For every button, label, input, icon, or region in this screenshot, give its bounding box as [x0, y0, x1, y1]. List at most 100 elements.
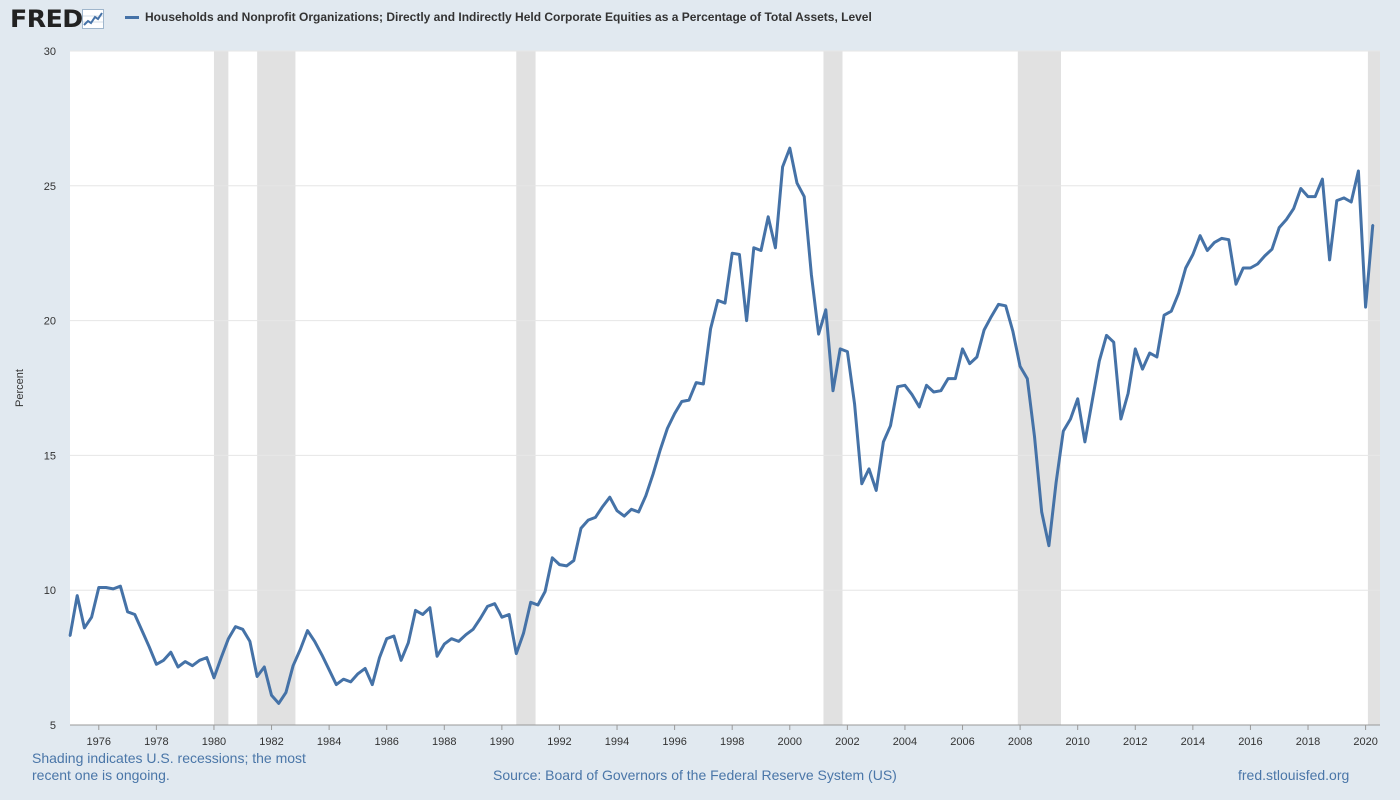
- x-tick-label: 2002: [835, 736, 859, 748]
- data-point: [400, 659, 403, 662]
- data-point: [97, 586, 100, 589]
- data-point: [1062, 430, 1065, 433]
- data-point: [234, 625, 237, 628]
- data-point: [637, 511, 640, 514]
- data-point: [774, 246, 777, 249]
- data-point: [1314, 195, 1317, 198]
- data-point: [666, 427, 669, 430]
- data-point: [112, 587, 115, 590]
- data-point: [407, 641, 410, 644]
- x-tick-label: 1982: [259, 736, 283, 748]
- data-point: [155, 663, 158, 666]
- data-point: [378, 656, 381, 659]
- data-point: [580, 527, 583, 530]
- data-point: [997, 303, 1000, 306]
- recession-shading-group: [213, 51, 1380, 725]
- y-tick-label: 20: [44, 316, 56, 328]
- data-point: [277, 702, 280, 705]
- source-note: Source: Board of Governors of the Federa…: [493, 767, 897, 783]
- data-point: [846, 350, 849, 353]
- data-point: [644, 494, 647, 497]
- fred-url-link[interactable]: fred.stlouisfed.org: [1238, 767, 1350, 783]
- data-point: [1033, 435, 1036, 438]
- data-point: [364, 667, 367, 670]
- x-axis-ticks: 1976 1978 1980 1982 1984 1986 1988 1990 1992 1994…: [70, 724, 1380, 748]
- recession-note: Shading indicates U.S. recessions; the m…: [32, 750, 306, 783]
- data-point: [1091, 400, 1094, 403]
- fred-logo[interactable]: FRED: [10, 4, 105, 34]
- data-point: [896, 385, 899, 388]
- data-point: [299, 648, 302, 651]
- recession-band-4: [1017, 51, 1061, 725]
- fred-logo-graph-icon: [82, 9, 105, 29]
- data-point: [1127, 392, 1130, 395]
- x-tick-label: 1988: [432, 736, 456, 748]
- series-group: [68, 146, 1375, 705]
- data-point: [1134, 347, 1137, 350]
- data-point: [385, 637, 388, 640]
- data-point: [443, 643, 446, 646]
- data-point: [1335, 199, 1338, 202]
- fred-logo-text: FRED: [10, 5, 83, 33]
- data-point: [867, 467, 870, 470]
- data-point: [421, 613, 424, 616]
- data-point: [1199, 234, 1202, 237]
- x-tick-label: 2018: [1296, 736, 1320, 748]
- data-point: [788, 147, 791, 150]
- data-point: [191, 664, 194, 667]
- data-point: [1242, 267, 1245, 270]
- x-tick-label: 1992: [547, 736, 571, 748]
- data-point: [803, 195, 806, 198]
- data-point: [335, 683, 338, 686]
- data-point: [1227, 238, 1230, 241]
- x-tick-label: 2020: [1353, 736, 1377, 748]
- data-point: [1343, 196, 1346, 199]
- data-point: [709, 327, 712, 330]
- y-tick-label: 10: [44, 585, 56, 597]
- data-point: [781, 165, 784, 168]
- y-tick-label: 15: [44, 450, 56, 462]
- data-point: [1256, 262, 1259, 265]
- data-point: [1235, 283, 1238, 286]
- data-point: [1364, 306, 1367, 309]
- data-point: [522, 632, 525, 635]
- data-point: [731, 252, 734, 255]
- x-tick-label: 1980: [202, 736, 226, 748]
- data-point: [76, 594, 79, 597]
- data-point: [889, 424, 892, 427]
- data-point: [198, 659, 201, 662]
- y-tick-label: 25: [44, 181, 56, 193]
- data-point: [536, 604, 539, 607]
- data-point: [320, 653, 323, 656]
- data-point: [572, 559, 575, 562]
- data-point: [947, 377, 950, 380]
- data-point: [587, 519, 590, 522]
- recession-band-1: [257, 51, 296, 725]
- data-point: [428, 606, 431, 609]
- data-point: [882, 440, 885, 443]
- data-point: [817, 333, 820, 336]
- data-point: [831, 389, 834, 392]
- data-point: [925, 384, 928, 387]
- x-tick-label: 2012: [1123, 736, 1147, 748]
- data-point: [220, 656, 223, 659]
- data-point: [1004, 304, 1007, 307]
- data-point: [680, 400, 683, 403]
- data-point: [169, 651, 172, 654]
- data-point: [1278, 226, 1281, 229]
- data-point: [932, 391, 935, 394]
- data-point: [515, 652, 518, 655]
- data-point: [608, 496, 611, 499]
- data-point: [464, 633, 467, 636]
- data-point: [306, 629, 309, 632]
- recession-band-0: [213, 51, 229, 725]
- data-point: [1321, 178, 1324, 181]
- data-point: [472, 628, 475, 631]
- data-point: [695, 381, 698, 384]
- data-point: [1213, 241, 1216, 244]
- data-point: [270, 694, 273, 697]
- recession-band-5: [1367, 51, 1380, 725]
- chart-legend: Households and Nonprofit Organizations; …: [125, 10, 872, 24]
- data-point: [1285, 218, 1288, 221]
- data-point: [349, 680, 352, 683]
